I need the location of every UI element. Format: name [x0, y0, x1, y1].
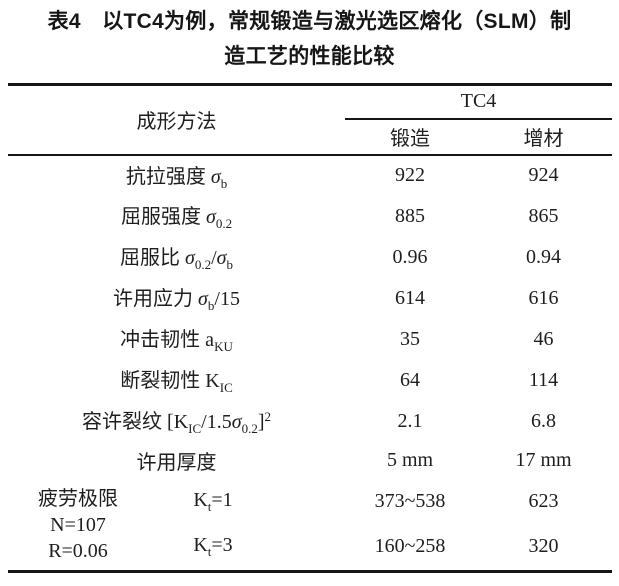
header-col-forging: 锻造 — [345, 118, 476, 156]
cell-forging-value: 2.1 — [397, 409, 423, 432]
cell-forging-value: 160~258 — [374, 535, 446, 558]
spacer-cell — [278, 524, 345, 572]
cell-forging-value: 5 mm — [386, 449, 434, 471]
cell-additive-value: 114 — [528, 368, 559, 391]
fatigue-group-label: 疲劳极限 N=107 R=0.06 — [8, 480, 148, 572]
table-row: 屈服强度 σ0.2 885 865 — [8, 196, 612, 237]
table-caption-line-1: 表4 以TC4为例，常规锻造与激光选区熔化（SLM）制 — [47, 10, 572, 33]
cell-forging-value: 373~538 — [374, 490, 446, 512]
cell-additive-value: 0.94 — [526, 245, 562, 268]
row-label-impact-toughness: 冲击韧性 aKU — [120, 329, 233, 354]
table-row: 屈服比 σ0.2/σb 0.96 0.94 — [8, 237, 612, 278]
header-group-tc4: TC4 — [345, 84, 613, 120]
cell-forging-value: 64 — [400, 368, 421, 391]
header-col-additive: 增材 — [475, 118, 613, 156]
table-row: 冲击韧性 aKU 35 46 — [8, 319, 612, 360]
cell-additive-value: 46 — [533, 327, 554, 350]
row-label-kt3: Kt=3 — [193, 533, 233, 559]
table-row: 容许裂纹 [KIC/1.5σ0.2]2 2.1 6.8 — [8, 401, 612, 442]
fatigue-label-line: R=0.06 — [48, 539, 108, 562]
header-row-columns: 锻造 增材 — [8, 118, 613, 156]
cell-additive-value: 865 — [528, 204, 559, 227]
cell-forging-value: 922 — [395, 164, 426, 186]
cell-additive-value: 320 — [528, 535, 559, 558]
cell-additive-value: 924 — [528, 164, 559, 186]
fatigue-label-line: 疲劳极限 — [38, 487, 118, 510]
row-label-allowable-crack: 容许裂纹 [KIC/1.5σ0.2]2 — [82, 409, 271, 436]
row-label-yield-strength: 屈服强度 σ0.2 — [120, 206, 233, 231]
fatigue-label-line: N=107 — [50, 513, 106, 536]
table-row: 抗拉强度 σb 922 924 — [8, 155, 612, 196]
header-row-group: 成形方法 TC4 — [8, 84, 613, 156]
table-caption: 表4 以TC4为例，常规锻造与激光选区熔化（SLM）制 造工艺的性能比较 — [0, 0, 619, 74]
cell-additive-value: 616 — [528, 286, 559, 309]
row-label-yield-ratio: 屈服比 σ0.2/σb — [119, 247, 234, 272]
row-label-fracture-toughness: 断裂韧性 KIC — [120, 370, 233, 395]
table-row: 许用应力 σb/15 614 616 — [8, 278, 612, 319]
header-forming-method: 成形方法 — [8, 84, 346, 156]
table-row: 许用厚度 5 mm 17 mm — [8, 442, 612, 480]
row-label-allowable-thickness: 许用厚度 — [136, 452, 217, 474]
cell-additive-value: 17 mm — [515, 449, 572, 471]
cell-additive-value: 6.8 — [531, 409, 557, 432]
cell-additive-value: 623 — [528, 490, 559, 512]
table-row: 疲劳极限 N=107 R=0.06 Kt=1 373~538 623 — [8, 480, 612, 562]
performance-comparison-table: 成形方法 TC4 锻造 增材 抗拉强度 σb 922 924 屈服强度 σ0.2… — [8, 83, 613, 573]
cell-forging-value: 614 — [395, 286, 426, 309]
cell-forging-value: 35 — [400, 327, 421, 350]
table-row: Kt=3 160~258 320 — [8, 524, 612, 572]
row-label-kt1: Kt=1 — [193, 488, 233, 514]
table-row: 断裂韧性 KIC 64 114 — [8, 360, 612, 401]
cell-forging-value: 885 — [395, 204, 426, 227]
row-label-tensile-strength: 抗拉强度 σb — [125, 165, 228, 191]
cell-forging-value: 0.96 — [392, 245, 428, 268]
row-label-allowable-stress: 许用应力 σb/15 — [113, 288, 240, 313]
table-caption-line-2: 造工艺的性能比较 — [224, 45, 395, 68]
spacer-cell — [278, 480, 345, 524]
